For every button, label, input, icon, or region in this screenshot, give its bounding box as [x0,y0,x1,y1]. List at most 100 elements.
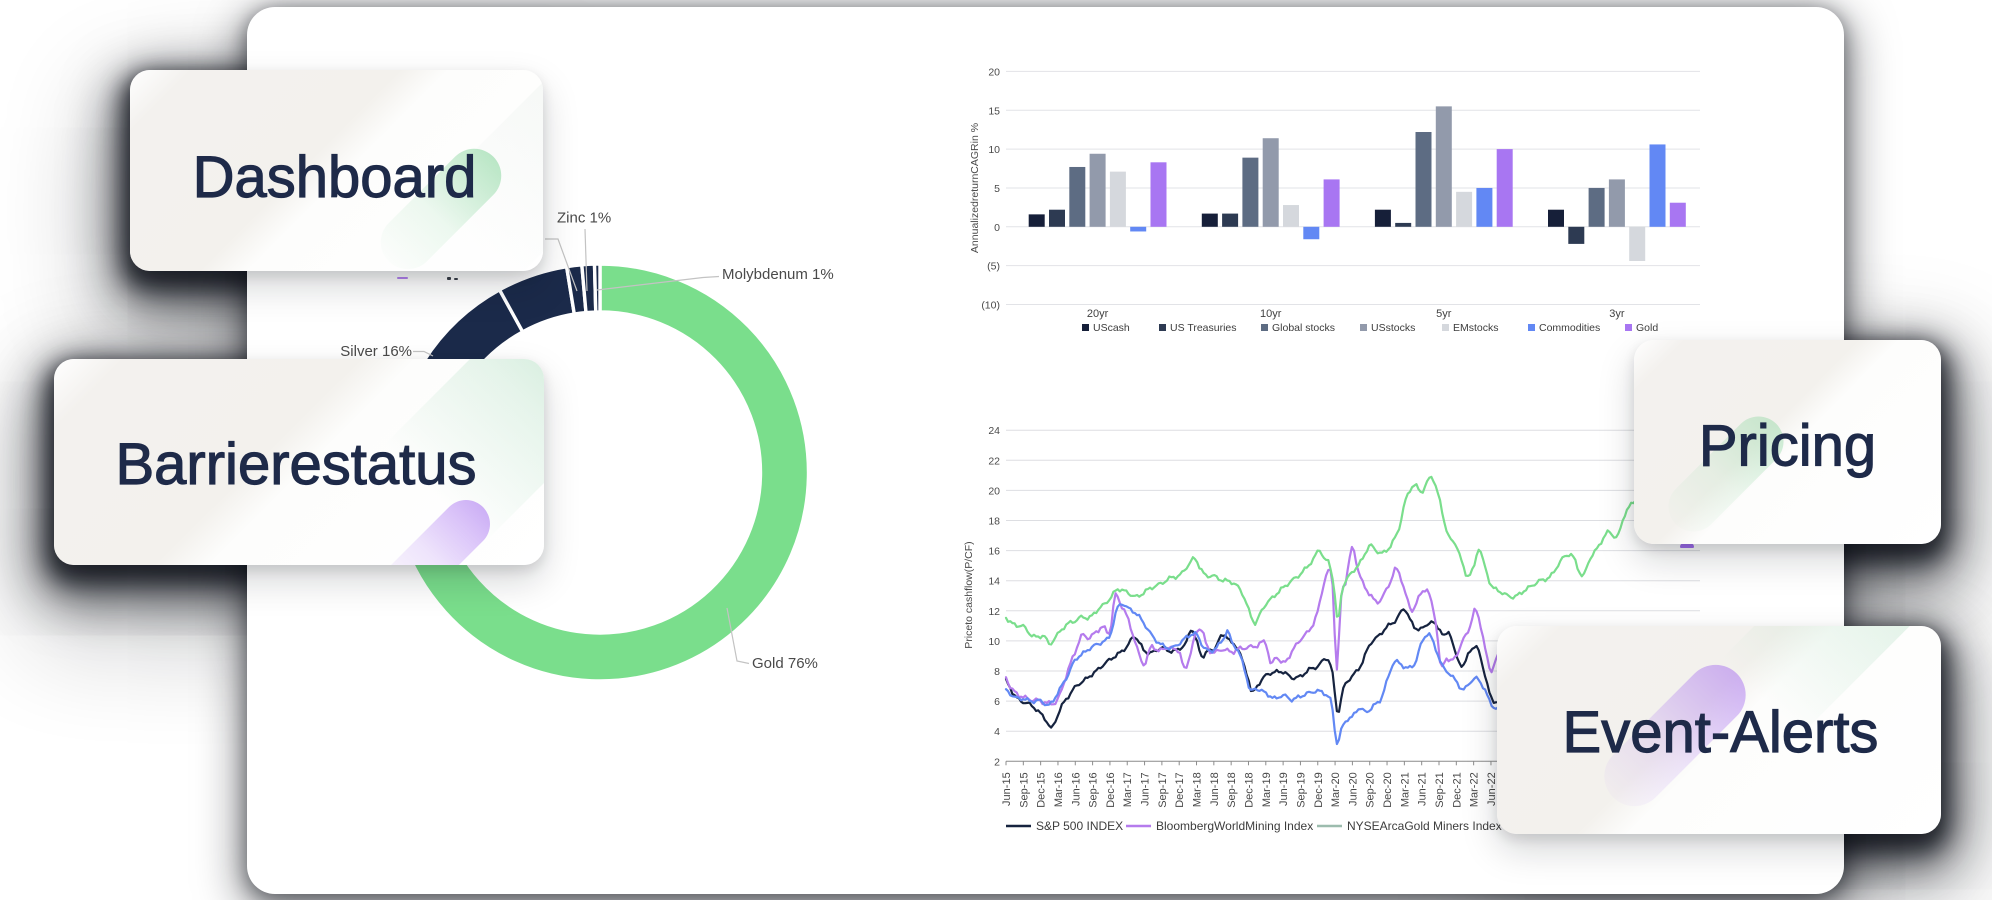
y-tick-label: 15 [988,105,1000,117]
y-axis-title: AnnualizedreturnCAGRin % [969,123,981,253]
y-tick-label: 0 [994,222,1000,234]
occluded-label-swatch [397,276,408,279]
x-category-label: 3yr [1609,308,1625,320]
legend-swatch [1442,324,1449,331]
bar-Global stocks [1415,132,1432,227]
x-tick-label: Mar-17 [1122,772,1134,807]
bar-Global stocks [1069,166,1086,227]
x-tick-label: Sep-21 [1434,772,1446,807]
card-dashboard-label: Dashboard [192,144,477,210]
card-event-alerts[interactable]: Event-Alerts [1497,626,1941,834]
y-tick-label: 12 [988,606,1000,618]
donut-leader-line [726,607,750,665]
bar-US Treasuries [1568,226,1585,244]
x-tick-label: Jun-18 [1209,772,1221,806]
x-tick-label: Sep-16 [1088,772,1100,807]
x-category-label: 10yr [1260,308,1282,320]
y-tick-label: 6 [994,696,1000,708]
bar-UScash [1201,213,1218,227]
x-tick-label: Dec-16 [1105,772,1117,807]
donut-leader-line [596,275,720,291]
x-tick-label: Mar-20 [1330,772,1342,807]
y-tick-label: 10 [988,636,1000,648]
x-tick-label: Mar-19 [1261,772,1273,807]
bar-EMstocks [1456,191,1473,227]
legend-label: Commodities [1539,322,1600,334]
x-category-label: 20yr [1087,308,1109,320]
bar-Commodities [1130,226,1147,232]
bar-US Treasuries [1222,213,1239,227]
x-tick-label: Jun-22 [1486,772,1498,806]
bar-Commodities [1303,226,1320,240]
legend-label: Global stocks [1272,322,1335,334]
y-tick-label: 18 [988,516,1000,528]
x-tick-label: Jun-21 [1417,772,1429,806]
bar-UScash [1548,209,1564,227]
x-tick-label: Sep-20 [1365,772,1377,807]
legend-label: USstocks [1371,322,1415,334]
y-tick-label: (10) [981,300,1000,312]
legend-label: BloombergWorldMining Index [1156,819,1313,833]
x-tick-label: Jun-15 [1001,772,1013,806]
legend-swatch [1625,324,1632,331]
x-tick-label: Dec-15 [1036,772,1048,807]
y-tick-label: 22 [988,455,1000,467]
y-axis-title: Priceto cashflow(P/CF) [963,541,975,648]
legend-swatch [1360,324,1367,331]
card-dashboard[interactable]: Dashboard [130,70,543,271]
x-tick-label: Jun-20 [1347,772,1359,806]
y-tick-label: 20 [988,485,1000,497]
y-tick-label: 16 [988,546,1000,558]
line-chart: 24 22 20 18 16 14 12 10 8 6 4 2 Priceto cashflow(P/C… [963,425,1702,833]
bar-Gold [1669,202,1686,227]
legend-label: UScash [1093,322,1130,334]
x-tick-label: Sep-19 [1295,772,1307,807]
occluded-label-text-fragment [454,277,459,280]
x-tick-label: Dec-21 [1451,772,1463,807]
bar-USstocks [1435,106,1452,227]
x-tick-label: Mar-22 [1469,772,1481,807]
bar-Gold [1496,149,1513,227]
y-tick-label: (5) [987,261,1000,273]
card-barrierestatus-label: Barrierestatus [115,432,477,497]
y-tick-label: 5 [994,183,1000,195]
bar-Global stocks [1588,187,1605,227]
bar-USstocks [1608,179,1625,227]
legend-swatch [1528,324,1535,331]
occluded-label-text-fragment [446,277,451,280]
donut-label: Zinc 1% [557,210,611,227]
x-tick-label: Dec-17 [1174,772,1186,807]
legend-label: EMstocks [1453,322,1499,334]
bar-EMstocks [1109,171,1126,227]
bar-US Treasuries [1395,222,1412,227]
x-tick-label: Sep-15 [1018,772,1030,807]
x-tick-label: Mar-18 [1192,772,1204,807]
donut-slice [592,262,602,314]
y-tick-label: 2 [994,756,1000,768]
bar-USstocks [1262,138,1279,227]
card-barrierestatus[interactable]: Barrierestatus [54,359,544,565]
legend-swatch [1082,324,1089,331]
series-NYSEArcaGold Miners Index [1004,475,1702,646]
x-tick-label: Jun-19 [1278,772,1290,806]
x-tick-label: Sep-18 [1226,772,1238,807]
y-tick-label: 4 [994,726,1000,738]
x-tick-label: Sep-17 [1157,772,1169,807]
legend-label: US Treasuries [1170,322,1237,334]
x-tick-label: Jun-17 [1140,772,1152,806]
card-pricing[interactable]: Pricing [1634,340,1941,544]
bar-US Treasuries [1049,209,1065,227]
bar-Gold [1323,179,1340,227]
x-tick-label: Jun-16 [1070,772,1082,806]
bar-USstocks [1089,153,1106,227]
donut-label: Silver 16% [340,343,412,360]
y-tick-label: 8 [994,666,1000,678]
card-event-alerts-label: Event-Alerts [1562,700,1879,765]
legend-swatch [1159,324,1166,331]
bar-Global stocks [1242,157,1259,227]
donut-leader-line [545,238,578,292]
bar-Commodities [1649,144,1666,227]
bar-Gold [1150,162,1167,227]
y-tick-label: 10 [988,144,1000,156]
